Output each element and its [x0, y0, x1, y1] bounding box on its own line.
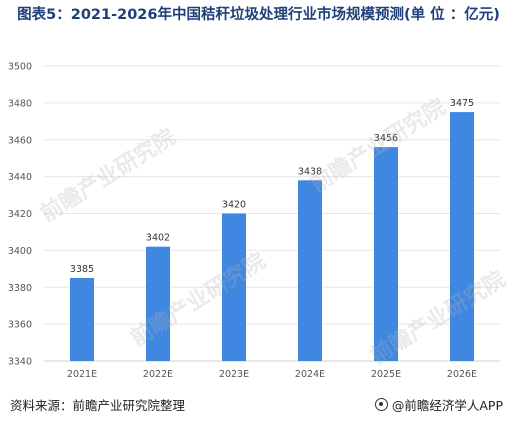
bar [146, 246, 170, 361]
x-tick-label: 2026E [447, 369, 477, 380]
y-tick-label: 3400 [8, 246, 32, 257]
chart-title: 图表5：2021-2026年中国秸秆垃圾处理行业市场规模预测(单 位 ：亿元) [17, 7, 500, 23]
data-label: 3456 [374, 133, 398, 144]
x-tick-label: 2024E [295, 369, 325, 380]
data-label: 3475 [450, 98, 474, 109]
bars [70, 112, 474, 361]
bar [70, 278, 94, 361]
y-tick-label: 3340 [8, 357, 32, 368]
brand-logo-icon [374, 398, 388, 411]
y-tick-label: 3460 [8, 135, 32, 146]
bar [374, 147, 398, 361]
y-tick-label: 3480 [8, 98, 32, 109]
x-tick-label: 2023E [219, 369, 249, 380]
data-labels: 3385 3402 3420 3438 3456 3475 [70, 98, 474, 275]
y-tick-label: 3420 [8, 209, 32, 220]
data-label: 3420 [222, 200, 246, 211]
footer: 资料来源：前瞻产业研究院整理 @前瞻经济学人APP [10, 395, 503, 415]
data-label: 3402 [146, 233, 170, 244]
y-tick-label: 3440 [8, 172, 32, 183]
gridlines [44, 65, 500, 362]
source-note: 资料来源：前瞻产业研究院整理 [10, 398, 186, 413]
x-tick-label: 2022E [143, 369, 173, 380]
x-axis-ticks: 2021E 2022E 2023E 2024E 2025E 2026E [67, 369, 477, 380]
bar [450, 112, 474, 361]
y-tick-label: 3360 [8, 320, 32, 331]
x-tick-label: 2025E [371, 369, 401, 380]
brand-label: @前瞻经济学人APP [391, 398, 503, 413]
y-tick-label: 3380 [8, 283, 32, 294]
bar [222, 213, 246, 361]
y-axis-ticks: 3340 3360 3380 3400 3420 3440 3460 3480 3500 [8, 62, 32, 368]
x-tick-label: 2021E [67, 369, 97, 380]
brand: @前瞻经济学人APP [374, 395, 503, 414]
bar [298, 180, 322, 361]
y-tick-label: 3500 [8, 62, 32, 73]
data-label: 3385 [70, 264, 94, 275]
data-label: 3438 [298, 166, 322, 177]
